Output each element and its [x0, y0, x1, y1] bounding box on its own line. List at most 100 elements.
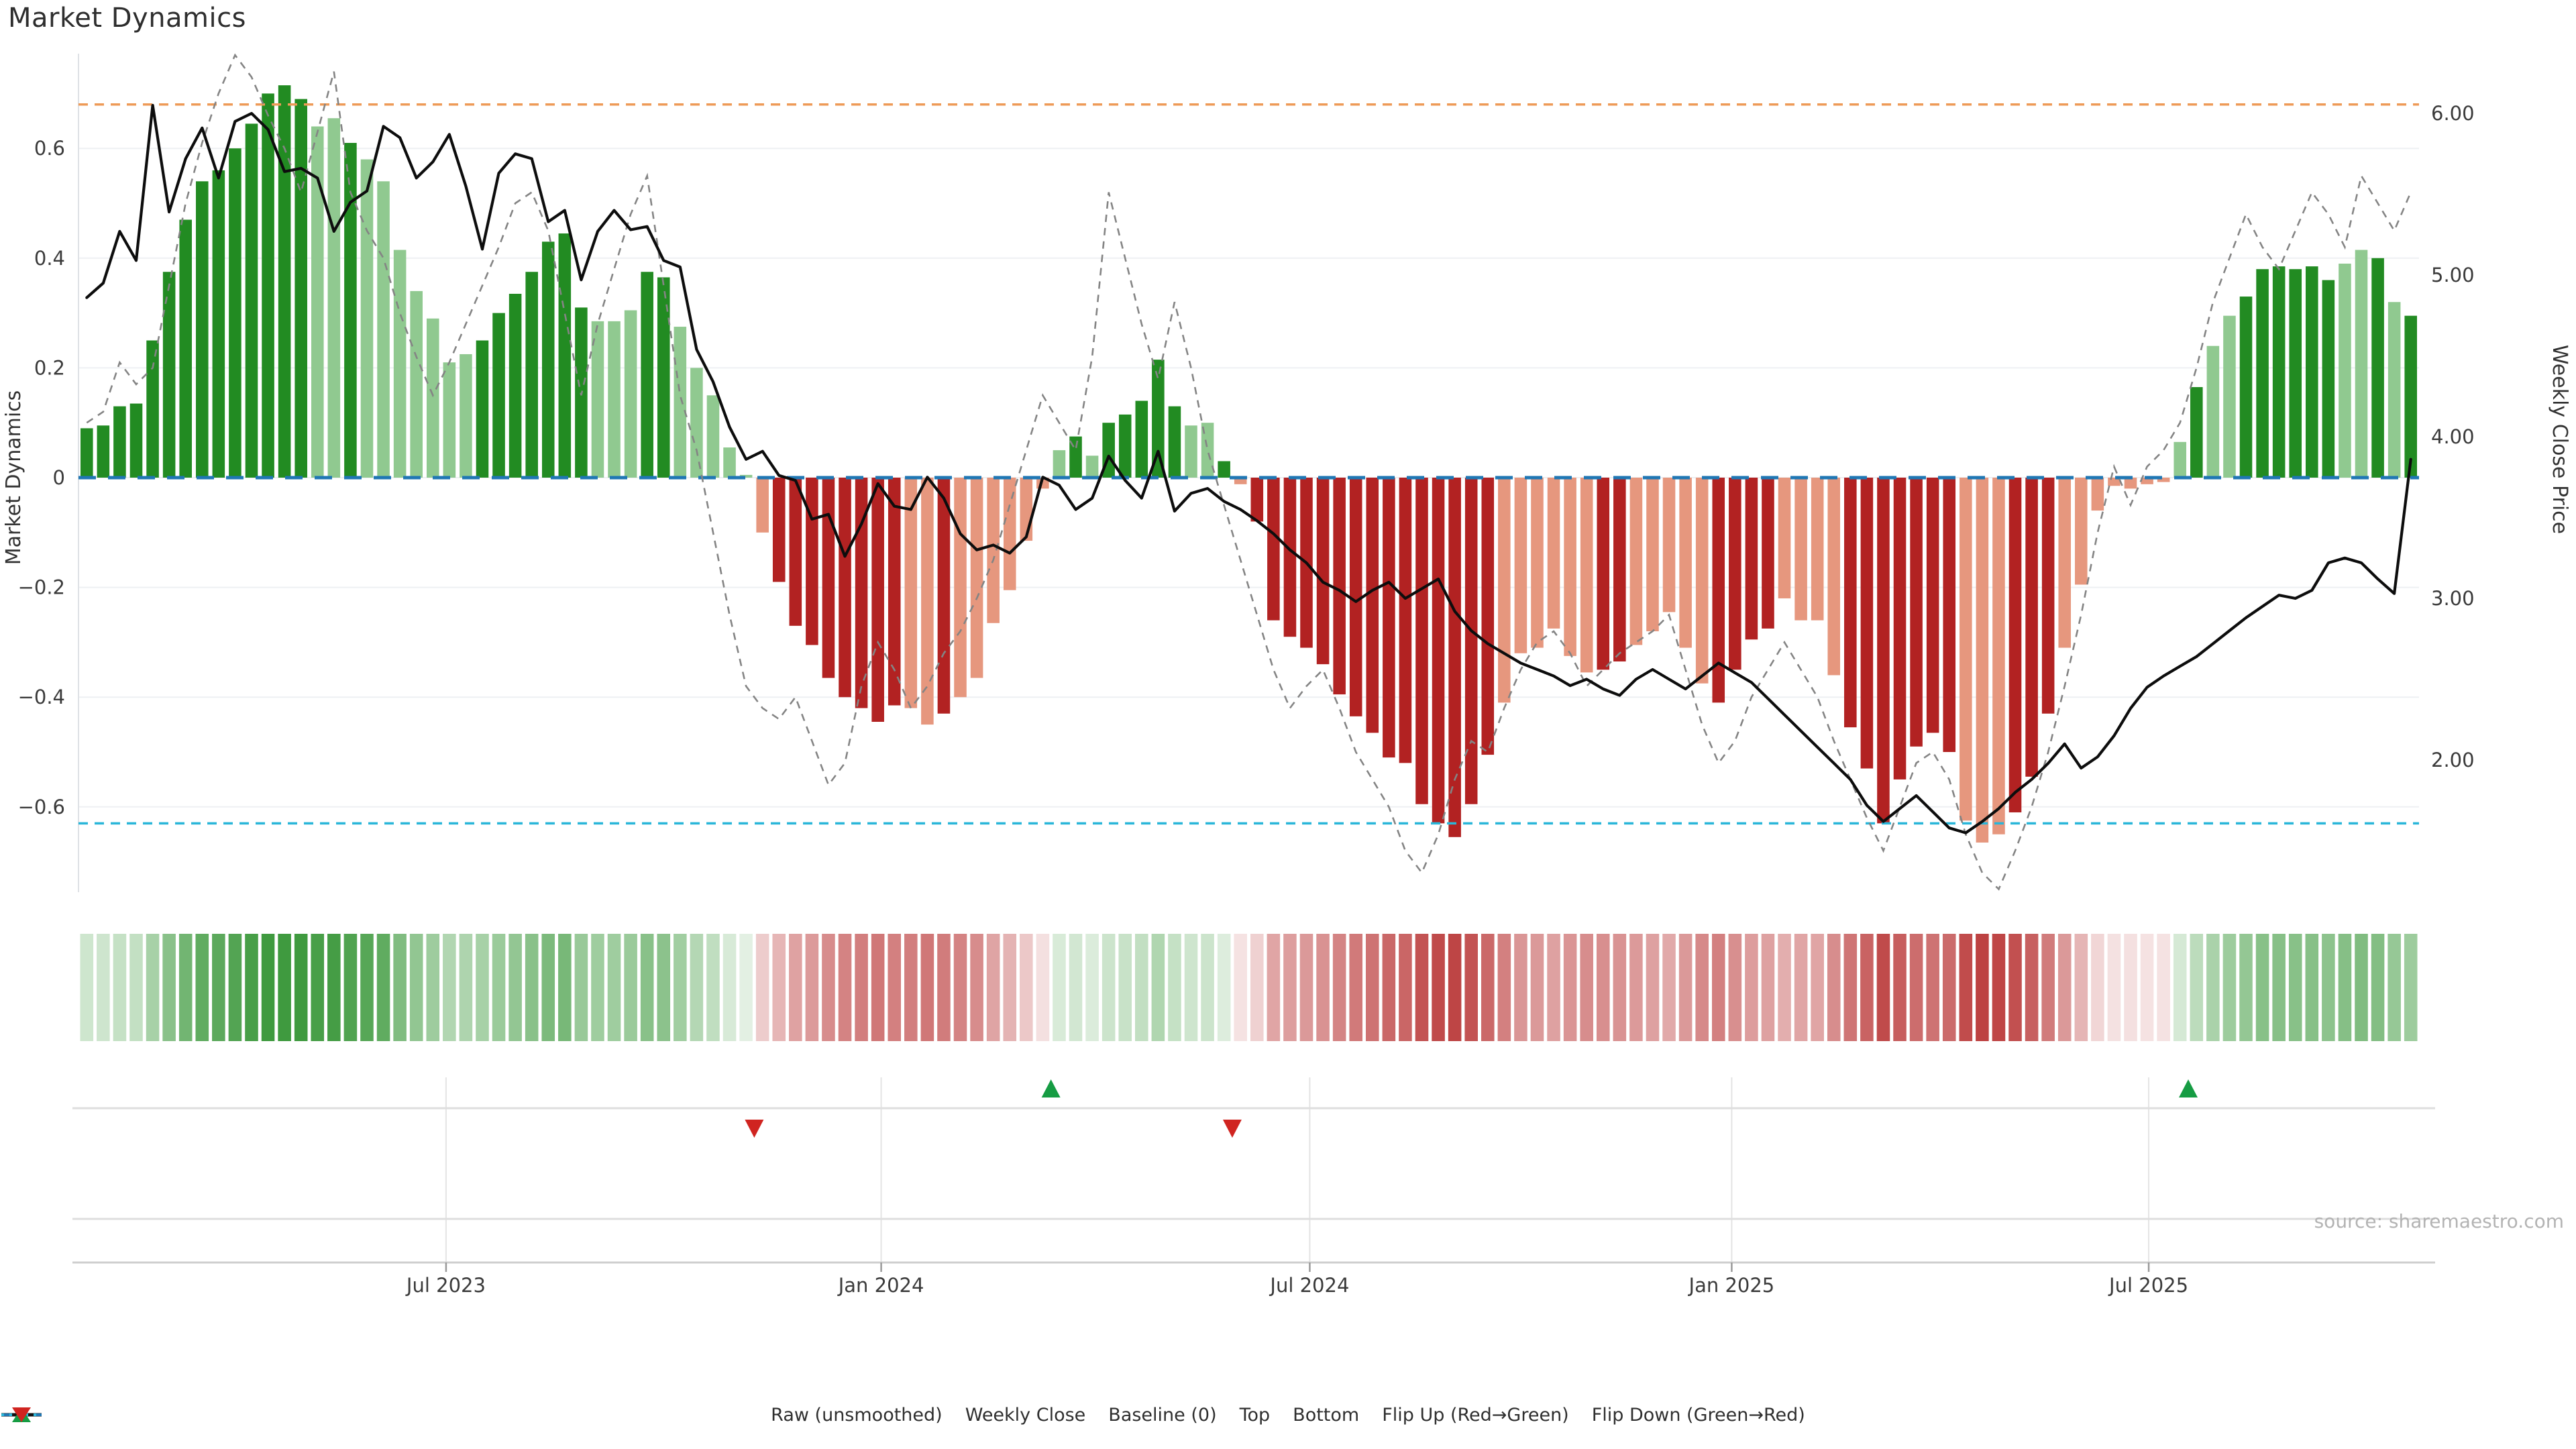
heatmap-cell: [591, 934, 604, 1041]
heatmap-cell: [789, 934, 802, 1041]
heatmap-cell: [2008, 934, 2022, 1041]
dynamics-bar: [1135, 400, 1148, 478]
heatmap-cell: [1811, 934, 1824, 1041]
dynamics-bar: [723, 447, 736, 478]
dynamics-bar: [806, 478, 818, 645]
dynamics-bar: [1069, 436, 1082, 478]
dynamics-bar: [871, 478, 884, 722]
dynamics-bar: [641, 272, 653, 478]
heatmap-cell: [558, 934, 572, 1041]
dynamics-bar: [2025, 478, 2038, 777]
heatmap-cell: [294, 934, 308, 1041]
heatmap-cell: [2124, 934, 2137, 1041]
heatmap-cell: [624, 934, 637, 1041]
dynamics-bar: [1168, 406, 1181, 478]
heatmap-cell: [343, 934, 358, 1041]
dynamics-bar: [706, 395, 720, 478]
heatmap-cell: [953, 934, 967, 1041]
left-tick-label: −0.2: [18, 576, 65, 599]
dynamics-bar: [1218, 461, 1230, 478]
dynamics-bars: [80, 85, 2417, 843]
legend-label: Bottom: [1293, 1405, 1360, 1426]
heatmap-cell: [657, 934, 671, 1041]
dynamics-bar: [1118, 414, 1132, 478]
heatmap-cell: [146, 934, 160, 1041]
heatmap-cell: [937, 934, 951, 1041]
heatmap-cell: [1299, 934, 1313, 1041]
legend-label: Flip Down (Green→Red): [1591, 1405, 1805, 1426]
legend-item: Baseline (0): [1, 1405, 1217, 1426]
heatmap-cell: [261, 934, 275, 1041]
dynamics-bar: [294, 99, 307, 478]
dynamics-bar: [1399, 478, 1412, 763]
dynamics-bar: [789, 478, 802, 626]
heatmap-cell: [1365, 934, 1379, 1041]
heatmap-cell: [822, 934, 835, 1041]
heatmap-cell: [755, 934, 769, 1041]
dynamics-bar: [1877, 478, 1890, 824]
dynamics-bar: [1794, 478, 1807, 621]
heatmap-cell: [1728, 934, 1742, 1041]
heatmap-cell: [805, 934, 819, 1041]
dynamics-bar: [2124, 478, 2137, 489]
heatmap-cell: [80, 934, 94, 1041]
heatmap-cell: [838, 934, 852, 1041]
dynamics-bar: [129, 403, 143, 478]
dynamics-bar: [97, 425, 110, 478]
dynamics-bar: [2041, 478, 2055, 714]
dynamics-bar: [460, 354, 472, 478]
heatmap-cell: [2404, 934, 2418, 1041]
dynamics-bar: [278, 85, 291, 478]
heatmap-cell: [1481, 934, 1495, 1041]
dynamics-bar: [1597, 478, 1610, 670]
heatmap-cell: [1448, 934, 1462, 1041]
heatmap-cell: [1053, 934, 1066, 1041]
dynamics-bar: [987, 478, 1000, 623]
heatmap-cell: [409, 934, 423, 1041]
heatmap-cell: [1646, 934, 1660, 1041]
dynamics-bar: [1778, 478, 1791, 598]
dynamics-bar: [2223, 315, 2236, 478]
heatmap-cell: [1267, 934, 1281, 1041]
heatmap-cell: [1036, 934, 1050, 1041]
heatmap-cell: [245, 934, 258, 1041]
heatmap-cell: [443, 934, 456, 1041]
heatmap-cell: [1217, 934, 1231, 1041]
heatmap-cell: [459, 934, 473, 1041]
heatmap-cell: [1234, 934, 1247, 1041]
dynamics-bar: [1827, 478, 1841, 676]
dynamics-bar: [327, 118, 341, 478]
heatmap-cell: [970, 934, 983, 1041]
heatmap-cell: [1563, 934, 1577, 1041]
heatmap-cell: [1283, 934, 1297, 1041]
dynamics-bar: [393, 250, 407, 478]
dynamics-bar: [1514, 478, 1527, 653]
heatmap-cell: [1382, 934, 1396, 1041]
dynamics-bar: [2404, 315, 2417, 478]
heatmap-cell: [195, 934, 209, 1041]
heatmap-cell: [2387, 934, 2401, 1041]
flip-marker-panel: [72, 1077, 2435, 1272]
heatmap-cell: [178, 934, 193, 1041]
heatmap-cell: [1827, 934, 1841, 1041]
dynamics-bar: [1481, 478, 1495, 755]
dynamics-bar: [1712, 478, 1725, 703]
triangle-down-icon: [12, 1407, 31, 1422]
heatmap-cell: [1794, 934, 1808, 1041]
heatmap-cell: [508, 934, 522, 1041]
dynamics-bar: [1943, 478, 1956, 752]
dynamics-bar: [179, 219, 192, 478]
heatmap-strip: [80, 934, 2418, 1041]
triangle-down-glyph: [12, 1407, 31, 1422]
dynamics-bar: [674, 327, 687, 478]
dynamics-bar: [1629, 478, 1643, 645]
dynamics-bar: [443, 362, 456, 478]
legend-label: Weekly Close: [965, 1405, 1086, 1426]
dynamics-bar: [739, 474, 753, 478]
flip-up-marker: [1041, 1079, 1061, 1097]
dynamics-bar: [2075, 478, 2088, 585]
dynamics-bar: [1860, 478, 1874, 769]
heatmap-cell: [2305, 934, 2319, 1041]
left-tick-label: −0.4: [18, 686, 65, 708]
